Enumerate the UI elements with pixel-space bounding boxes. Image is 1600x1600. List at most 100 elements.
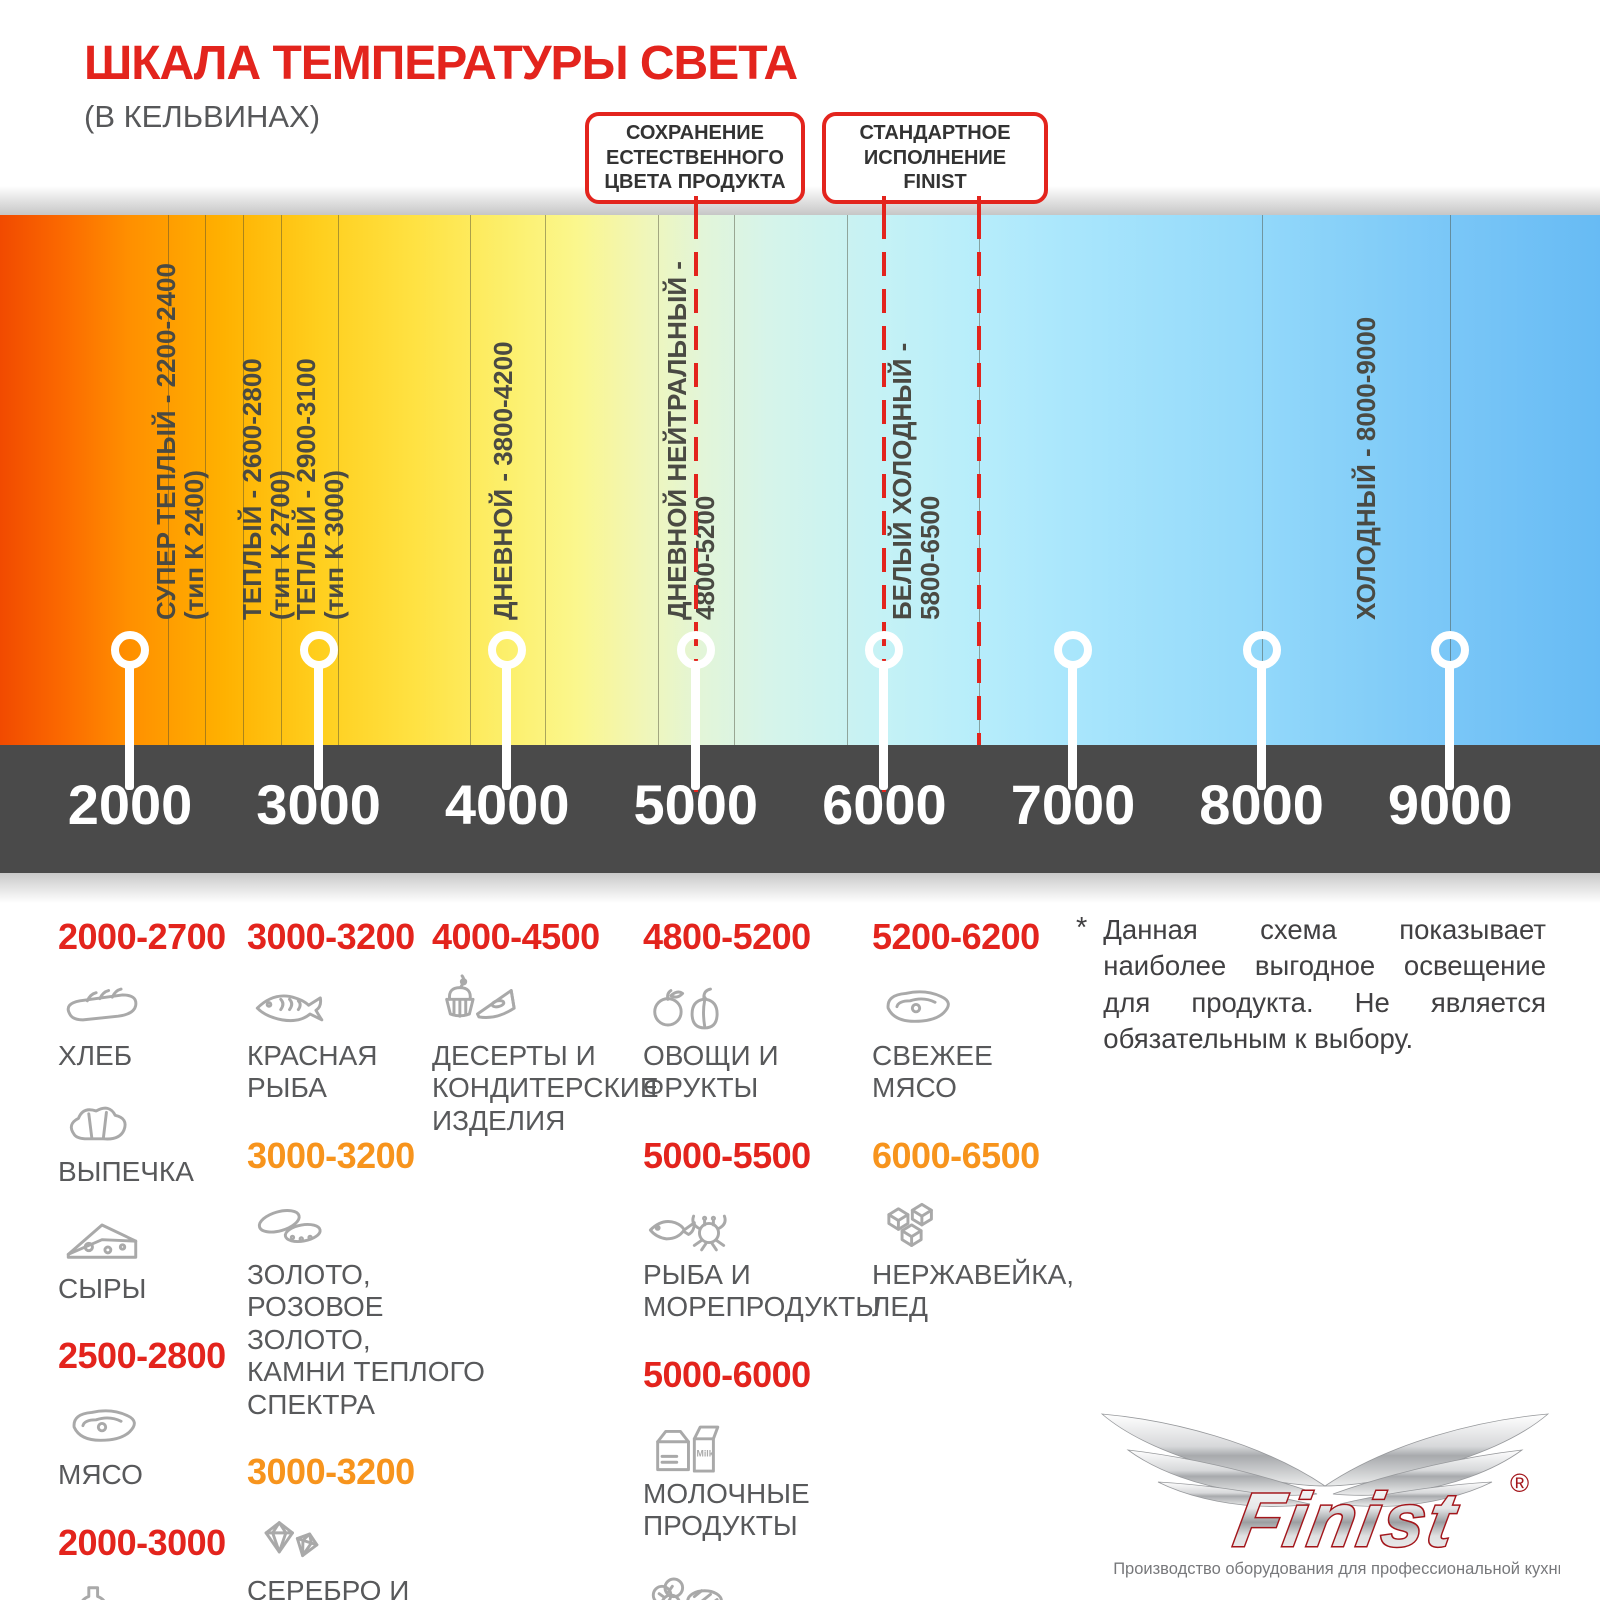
callout-leg — [882, 196, 887, 216]
category-group: 2500-2800 МЯСО — [58, 1335, 240, 1491]
category-group: 5000-6000 Milk МОЛОЧНЫЕ ПРОДУКТЫ ЗАМОРОЖЕНН… — [643, 1354, 868, 1600]
footnote-asterisk: * — [1076, 912, 1088, 944]
color-band-label-text: ХОЛОДНЫЙ - 8000-9000 — [1351, 316, 1381, 620]
brand-wordmark: Finist — [1229, 1479, 1465, 1563]
band-label-line: БЕЛЫЙ ХОЛОДНЫЙ - — [887, 342, 917, 620]
seafood-icon — [648, 1214, 727, 1252]
finist-logo-graphic: Finist ® Производство оборудования для п… — [1100, 1413, 1567, 1578]
kelvin-range-heading: 5200-6200 — [872, 916, 1040, 957]
callout-leg — [693, 196, 698, 216]
axis-pin — [879, 664, 889, 790]
axis-pin — [313, 664, 323, 790]
color-band-label-text: ТЕПЛЫЙ - 2600-2800 (тип К 2700) — [237, 358, 295, 620]
kelvin-range-heading: 3000-3200 — [247, 916, 415, 957]
kelvin-gridline — [167, 215, 169, 745]
footnote-text: Данная схема показывает наиболее выгодно… — [1103, 914, 1546, 1054]
kelvin-gridline — [280, 215, 282, 745]
category-group: 4800-5200 ОВОЩИ И ФРУКТЫ — [643, 916, 868, 1105]
kelvin-gridline — [243, 215, 245, 745]
kelvin-gridline — [846, 215, 848, 745]
color-band-label-text: ДНЕВНОЙ - 3800-4200 — [488, 341, 518, 620]
fish-icon — [255, 994, 324, 1023]
category-column-3: 4000-4500 ДЕСЕРТЫ И КОНДИТЕРСКИЕ ИЗДЕЛИЯ — [432, 916, 659, 1167]
category-item: НЕРЖАВЕЙКА, ЛЕД — [872, 1189, 1077, 1324]
svg-text:Milk: Milk — [697, 1448, 714, 1458]
kelvin-range-heading: 2000-2700 — [58, 916, 226, 957]
axis-pin — [690, 664, 700, 790]
category-item-label: ХЛЕБ — [58, 1040, 133, 1071]
kelvin-range-heading: 5000-5500 — [643, 1134, 811, 1176]
registered-mark: ® — [1510, 1468, 1529, 1498]
kelvin-range-heading: 4800-5200 — [643, 916, 811, 957]
category-item: ОВОЩИ И ФРУКТЫ — [643, 970, 868, 1105]
category-group: 3000-3200 ЗОЛОТО, РОЗОВОЕ ЗОЛОТО, КАМНИ Т… — [247, 1135, 487, 1421]
footnote: * Данная схема показывает наиболее выгод… — [1076, 912, 1546, 1057]
page-subtitle: (В КЕЛЬВИНАХ) — [84, 99, 321, 134]
axis-pin — [125, 664, 134, 790]
band-label-subline: (тип К 2400) — [179, 470, 209, 620]
category-group: 4000-4500 ДЕСЕРТЫ И КОНДИТЕРСКИЕ ИЗДЕЛИЯ — [432, 916, 659, 1137]
kelvin-gridline — [205, 215, 207, 745]
band-label-subline: (тип К 3000) — [319, 470, 349, 620]
category-item: ЗАМОРОЖЕННЫЕ ПОЛУФАБРИКАТЫ — [643, 1557, 868, 1600]
color-band-label-text: ТЕПЛЫЙ - 2900-3100 (тип К 3000) — [291, 358, 349, 620]
category-item: ХЛЕБ — [58, 970, 240, 1072]
axis-tick-label: 6000 — [822, 773, 947, 836]
axis-pin — [1445, 664, 1455, 790]
category-item: СЫРЫ — [58, 1203, 240, 1305]
kelvin-gridline — [658, 215, 660, 745]
category-group: 2000-2700 ХЛЕБ ВЫПЕЧКА СЫРЫ — [58, 916, 240, 1305]
band-label-line: ТЕПЛЫЙ - 2600-2800 — [237, 358, 267, 620]
category-item-label: ЗОЛОТО, РОЗОВОЕ ЗОЛОТО, КАМНИ ТЕПЛОГО СП… — [247, 1258, 485, 1420]
band-label-line: ХОЛОДНЫЙ - 8000-9000 — [1351, 316, 1381, 620]
axis-pin-ring — [1054, 631, 1092, 669]
category-item-label: КРАСНАЯ РЫБА — [247, 1040, 378, 1104]
axis-pin-ring — [1242, 631, 1281, 669]
category-item: МЯСО — [58, 1389, 240, 1491]
cheese-icon — [66, 1223, 138, 1259]
kelvin-gridline — [544, 215, 546, 745]
category-group: 6000-6500 НЕРЖАВЕЙКА, ЛЕД — [872, 1135, 1077, 1324]
kelvin-range-heading: 6000-6500 — [872, 1134, 1040, 1176]
kelvin-range-heading: 2500-2800 — [58, 1335, 226, 1377]
axis-pin-ring — [1431, 631, 1470, 669]
category-item-label: СЫРЫ — [58, 1272, 147, 1304]
bread-icon — [66, 987, 138, 1022]
category-group: 3000-3200 КРАСНАЯ РЫБА — [247, 916, 487, 1105]
dessert-icon — [445, 974, 516, 1019]
kelvin-range-heading: 3000-3200 — [247, 1134, 415, 1176]
callout-natural-color: СОХРАНЕНИЕ ЕСТЕСТВЕННОГО ЦВЕТА ПРОДУКТА — [585, 112, 805, 204]
category-item: Milk МОЛОЧНЫЕ ПРОДУКТЫ — [643, 1408, 868, 1543]
kelvin-range-heading: 5000-6000 — [643, 1353, 811, 1395]
callout-leg — [976, 196, 981, 216]
category-item-label: МОЛОЧНЫЕ ПРОДУКТЫ — [643, 1477, 810, 1542]
finist-logo: Finist ® Производство оборудования для п… — [1090, 1394, 1567, 1594]
band-label-subline: (тип К 2700) — [265, 470, 295, 620]
category-item: ДЕСЕРТЫ И КОНДИТЕРСКИЕ ИЗДЕЛИЯ — [432, 970, 659, 1137]
category-column-2: 3000-3200 КРАСНАЯ РЫБА 3000-3200 ЗОЛОТО, РО… — [247, 916, 487, 1600]
natural-color-line — [693, 215, 698, 792]
kelvin-gridline — [1261, 215, 1263, 745]
axis-pin — [1256, 664, 1266, 790]
frozen-icon — [651, 1577, 723, 1600]
category-group: 3000-3200 СЕРЕБРО И БРИЛЛИАНТЫ — [247, 1451, 487, 1600]
band-label-line: ДНЕВНОЙ - 3800-4200 — [488, 341, 518, 620]
category-item: ВЫПЕЧКА — [58, 1086, 240, 1188]
rings-icon — [257, 1208, 322, 1243]
bottom-shadow — [0, 873, 1600, 903]
category-item-label: СВЕЖЕЕ МЯСО — [872, 1040, 993, 1104]
category-item: АКОГОЛЬ — [58, 1576, 240, 1600]
kelvin-gridline — [1450, 215, 1452, 745]
diamonds-icon — [264, 1521, 319, 1558]
kelvin-gridline — [733, 215, 735, 745]
axis-pin-ring — [865, 631, 904, 669]
band-label-line: ДНЕВНОЙ НЕЙТРАЛЬНЫЙ - — [662, 261, 692, 620]
category-group: 2000-3000 АКОГОЛЬ — [58, 1522, 240, 1600]
category-column-4: 4800-5200 ОВОЩИ И ФРУКТЫ 5000-5500 РЫБА И М… — [643, 916, 880, 1600]
band-label-line: ТЕПЛЫЙ - 2900-3100 — [291, 358, 321, 620]
axis-tick-label: 8000 — [1199, 773, 1324, 836]
logo-tagline: Производство оборудования для профессион… — [1113, 1560, 1560, 1578]
finist-standard-line — [976, 215, 981, 745]
axis-pin — [502, 664, 512, 790]
croissant-icon — [69, 1107, 127, 1141]
